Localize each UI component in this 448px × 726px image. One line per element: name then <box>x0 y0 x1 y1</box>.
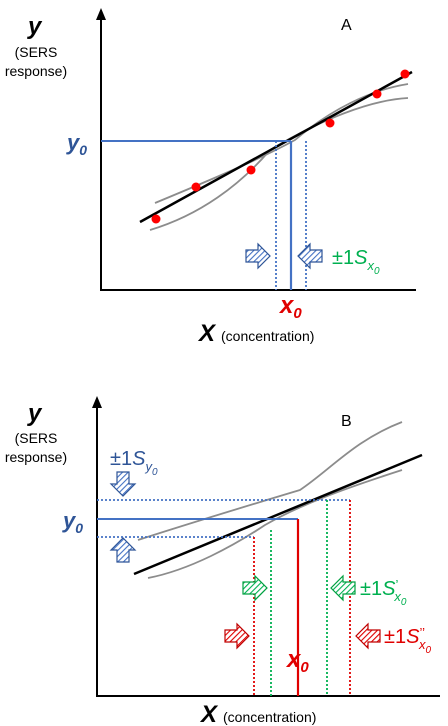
panel-b-sx1-label: ±1S’ x0 <box>360 577 407 608</box>
panel-a-data-point <box>400 69 410 79</box>
hatched-arrow-right-icon <box>224 622 250 650</box>
panel-a-x0-label: x0 <box>278 292 302 322</box>
panel-a-data-point <box>372 89 382 99</box>
panel-a-data-point <box>191 182 201 192</box>
hatched-arrow-left-icon <box>330 574 356 602</box>
panel-b-y-axis-symbol: y <box>27 400 43 427</box>
panel-b-sy-label: ±1Sy0 <box>110 448 158 478</box>
panel-a-y-axis-arrowhead <box>96 8 106 20</box>
panel-b-y-axis-desc-2: response) <box>5 449 67 465</box>
panel-a-lower-band <box>149 97 409 231</box>
panel-a-data-point <box>151 214 161 224</box>
panel-a-data-point <box>246 165 256 175</box>
panel-a-y0-label: y0 <box>66 130 87 158</box>
panel-a-data-point <box>325 118 335 128</box>
panel-b: B y (SERS response) ±1Sy0 y0 ±1S’ x0 ±1S’… <box>5 396 440 726</box>
panel-b-x0-label: x0 <box>285 646 309 676</box>
panel-a-interval-label: ±1Sx0 <box>332 247 380 277</box>
hatched-arrow-left-icon <box>297 242 323 270</box>
panel-b-y-axis-desc-1: (SERS <box>15 430 58 446</box>
panel-a-y-axis-symbol: y <box>27 13 43 40</box>
panel-b-y0-label: y0 <box>62 508 83 536</box>
panel-b-sx2-label: ±1S’’ x0 <box>384 625 432 656</box>
hatched-arrow-right-icon <box>242 574 268 602</box>
panel-b-y-axis-arrowhead <box>92 396 102 408</box>
panel-a: A y (SERS response) y0 ±1Sx0 x0 X (concen… <box>5 8 416 347</box>
hatched-arrow-left-icon <box>355 622 381 650</box>
panel-a-y-axis-desc-1: (SERS <box>15 44 58 60</box>
panel-a-x-axis-label: X (concentration) <box>197 320 314 347</box>
panel-b-x-axis-label: X (concentration) <box>199 701 316 726</box>
hatched-arrow-right-icon <box>245 242 271 270</box>
hatched-arrow-down-icon <box>109 471 137 497</box>
hatched-arrow-up-icon <box>109 537 137 563</box>
panel-a-y-axis-desc-2: response) <box>5 63 67 79</box>
panel-b-letter: B <box>341 413 352 430</box>
panel-b-regression-line <box>133 453 423 576</box>
panel-b-upper-band <box>137 421 403 541</box>
panel-a-letter: A <box>341 17 352 34</box>
panel-b-lower-band <box>147 469 403 579</box>
